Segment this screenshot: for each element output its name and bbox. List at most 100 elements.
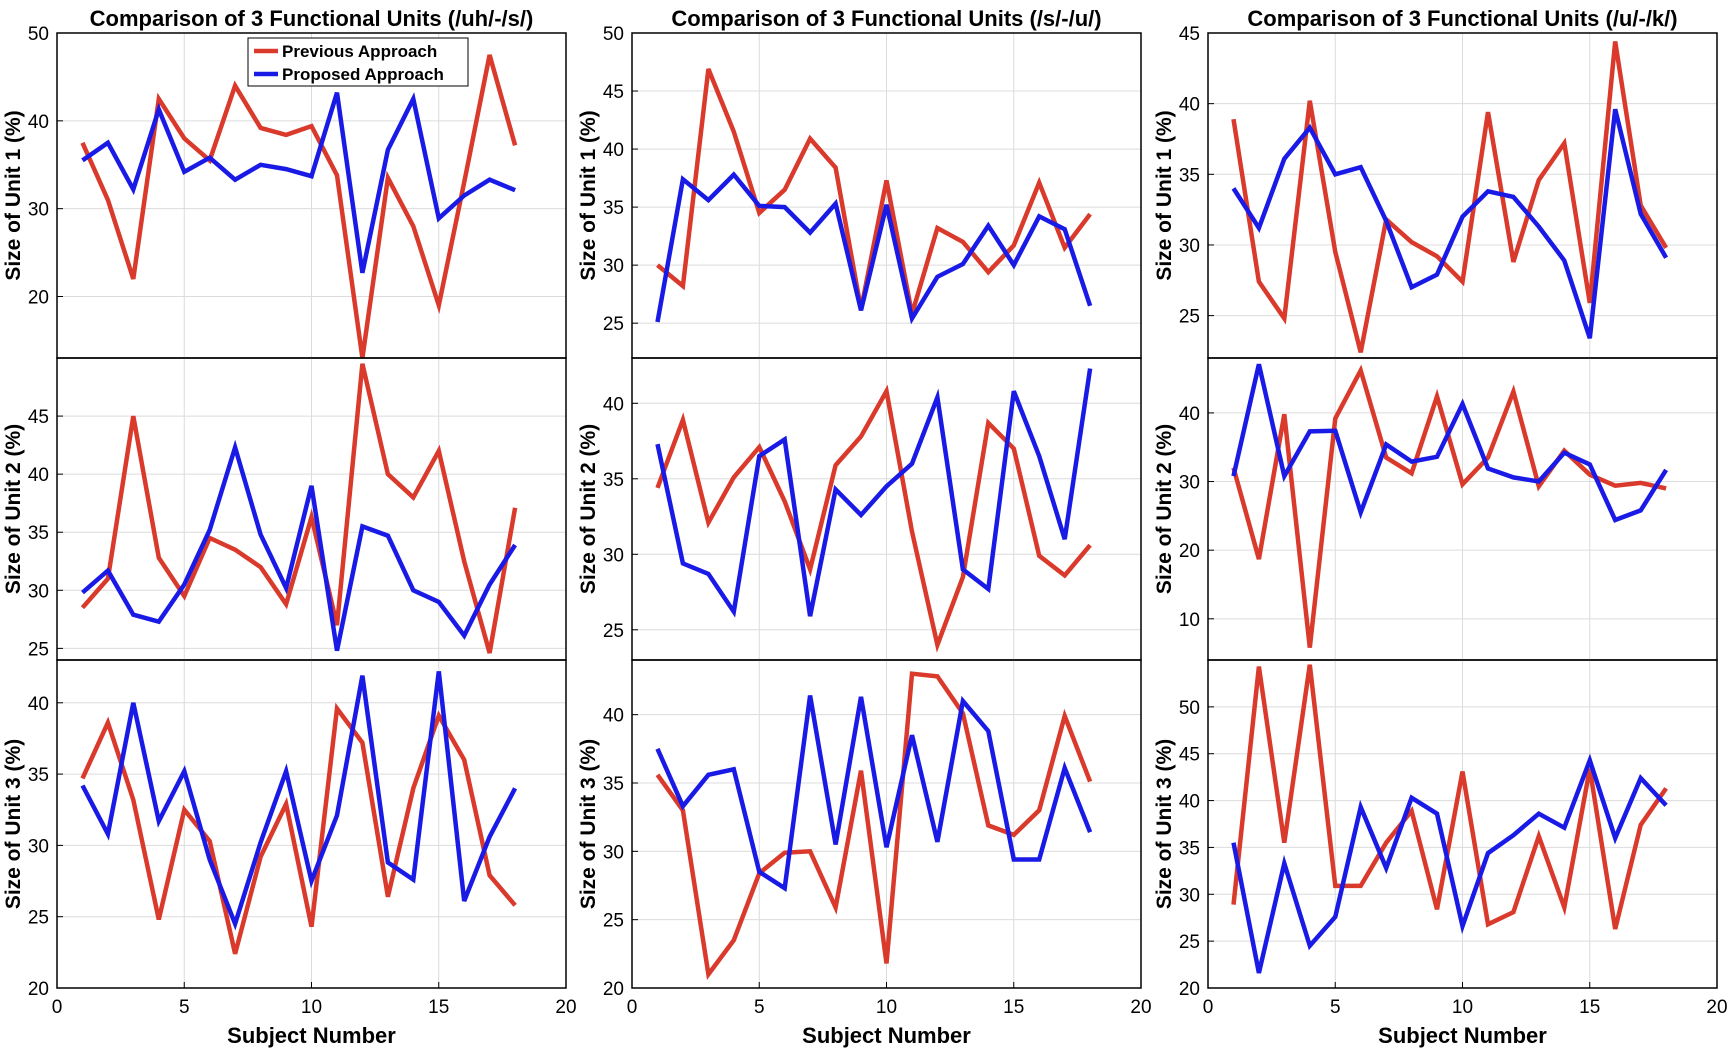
y-tick-label: 25 — [1179, 932, 1200, 953]
series-line-previous-approach — [1231, 41, 1669, 353]
chart-title: Comparison of 3 Functional Units (/uh/-/… — [90, 6, 534, 31]
series-line-proposed-approach — [655, 171, 1093, 325]
x-tick-label: 15 — [1003, 997, 1024, 1018]
y-tick-label: 45 — [28, 407, 49, 428]
y-tick-label: 35 — [28, 523, 49, 544]
y-tick-label: 35 — [603, 470, 624, 491]
y-axis-label: Size of Unit 2 (%) — [1153, 424, 1176, 594]
x-tick-label: 0 — [52, 997, 63, 1018]
y-tick-label: 25 — [603, 621, 624, 642]
y-axis-label: Size of Unit 2 (%) — [577, 424, 600, 594]
x-tick-label: 15 — [428, 997, 449, 1018]
series-line-proposed-approach — [655, 695, 1093, 893]
y-tick-label: 50 — [603, 24, 624, 45]
y-tick-label: 25 — [1179, 307, 1200, 328]
series-line-previous-approach — [656, 68, 1092, 315]
x-tick-label: 20 — [1130, 997, 1151, 1018]
legend-box — [247, 37, 469, 87]
y-tick-label: 30 — [603, 545, 624, 566]
series-line-proposed-approach — [1231, 108, 1669, 339]
y-axis-label: Size of Unit 1 (%) — [2, 110, 25, 280]
x-tick-label: 10 — [876, 997, 897, 1018]
panel-unit-1: 25 30 35 40 45 50 Size of Unit 1 (%) — [577, 24, 1142, 359]
chart-column-3: Comparison of 3 Functional Units (/u/-/k… — [1153, 6, 1728, 1048]
x-tick-label: 20 — [555, 997, 576, 1018]
series-line-proposed-approach — [81, 439, 517, 652]
y-tick-label: 35 — [603, 198, 624, 219]
y-tick-label: 50 — [28, 24, 49, 45]
y-tick-label: 40 — [1179, 404, 1200, 425]
y-tick-label: 35 — [28, 765, 49, 786]
x-axis-label: Subject Number — [227, 1023, 396, 1048]
y-axis-label: Size of Unit 3 (%) — [1153, 739, 1176, 909]
y-tick-label: 40 — [603, 394, 624, 415]
y-tick-label: 50 — [1179, 698, 1200, 719]
series-line-proposed-approach — [81, 92, 516, 274]
y-tick-label: 35 — [603, 774, 624, 795]
series-line-proposed-approach — [80, 671, 518, 931]
y-tick-label: 30 — [1179, 473, 1200, 494]
chart-title: Comparison of 3 Functional Units (/u/-/k… — [1247, 6, 1677, 31]
x-axis-label: Subject Number — [1378, 1023, 1547, 1048]
y-axis-label: Size of Unit 3 (%) — [577, 739, 600, 909]
y-tick-label: 20 — [28, 288, 49, 309]
y-tick-label: 35 — [1179, 165, 1200, 186]
y-tick-label: 30 — [28, 581, 49, 602]
legend-label-proposed: Proposed Approach — [282, 65, 444, 84]
y-tick-label: 25 — [603, 911, 624, 932]
y-tick-label: 30 — [28, 200, 49, 221]
y-tick-label: 35 — [1179, 838, 1200, 859]
y-tick-label: 30 — [1179, 885, 1200, 906]
series-line-previous-approach — [1231, 364, 1667, 648]
x-tick-label: 5 — [1330, 997, 1341, 1018]
x-tick-label: 0 — [1203, 997, 1214, 1018]
y-tick-label: 10 — [1179, 610, 1200, 631]
y-tick-label: 30 — [1179, 236, 1200, 257]
y-tick-label: 45 — [1179, 745, 1200, 766]
y-tick-label: 30 — [28, 836, 49, 857]
legend-label-previous: Previous Approach — [282, 42, 437, 61]
x-tick-label: 10 — [301, 997, 322, 1018]
chart-column-2: Comparison of 3 Functional Units (/s/-/u… — [577, 6, 1152, 1048]
x-tick-label: 10 — [1452, 997, 1473, 1018]
y-tick-label: 40 — [1179, 792, 1200, 813]
x-tick-label: 15 — [1579, 997, 1600, 1018]
series-line-previous-approach — [655, 671, 1093, 980]
legend: Previous Approach Proposed Approach — [247, 37, 469, 87]
series-line-proposed-approach — [1231, 363, 1669, 523]
y-tick-label: 40 — [603, 706, 624, 727]
x-tick-label: 5 — [754, 997, 765, 1018]
y-tick-label: 20 — [1179, 979, 1200, 1000]
y-tick-label: 30 — [603, 842, 624, 863]
y-tick-label: 20 — [603, 979, 624, 1000]
series-line-previous-approach — [1231, 664, 1668, 930]
y-axis-label: Size of Unit 1 (%) — [1153, 110, 1176, 280]
y-tick-label: 40 — [28, 694, 49, 715]
y-tick-label: 30 — [603, 256, 624, 277]
series-line-previous-approach — [655, 384, 1092, 653]
y-tick-label: 45 — [603, 82, 624, 103]
x-tick-label: 0 — [627, 997, 638, 1018]
y-tick-label: 25 — [603, 314, 624, 335]
y-tick-label: 40 — [28, 465, 49, 486]
y-tick-label: 40 — [28, 112, 49, 133]
y-axis-label: Size of Unit 2 (%) — [2, 424, 25, 594]
x-axis-label: Subject Number — [802, 1023, 971, 1048]
chart-column-1: Comparison of 3 Functional Units (/uh/-/… — [2, 6, 577, 1048]
series-line-proposed-approach — [655, 368, 1093, 618]
y-axis-label: Size of Unit 1 (%) — [577, 110, 600, 280]
y-tick-label: 20 — [1179, 541, 1200, 562]
y-tick-label: 25 — [28, 908, 49, 929]
series-line-proposed-approach — [1231, 753, 1668, 974]
y-tick-label: 25 — [28, 639, 49, 660]
y-tick-label: 40 — [603, 140, 624, 161]
y-tick-label: 45 — [1179, 24, 1200, 45]
y-axis-label: Size of Unit 3 (%) — [2, 739, 25, 909]
